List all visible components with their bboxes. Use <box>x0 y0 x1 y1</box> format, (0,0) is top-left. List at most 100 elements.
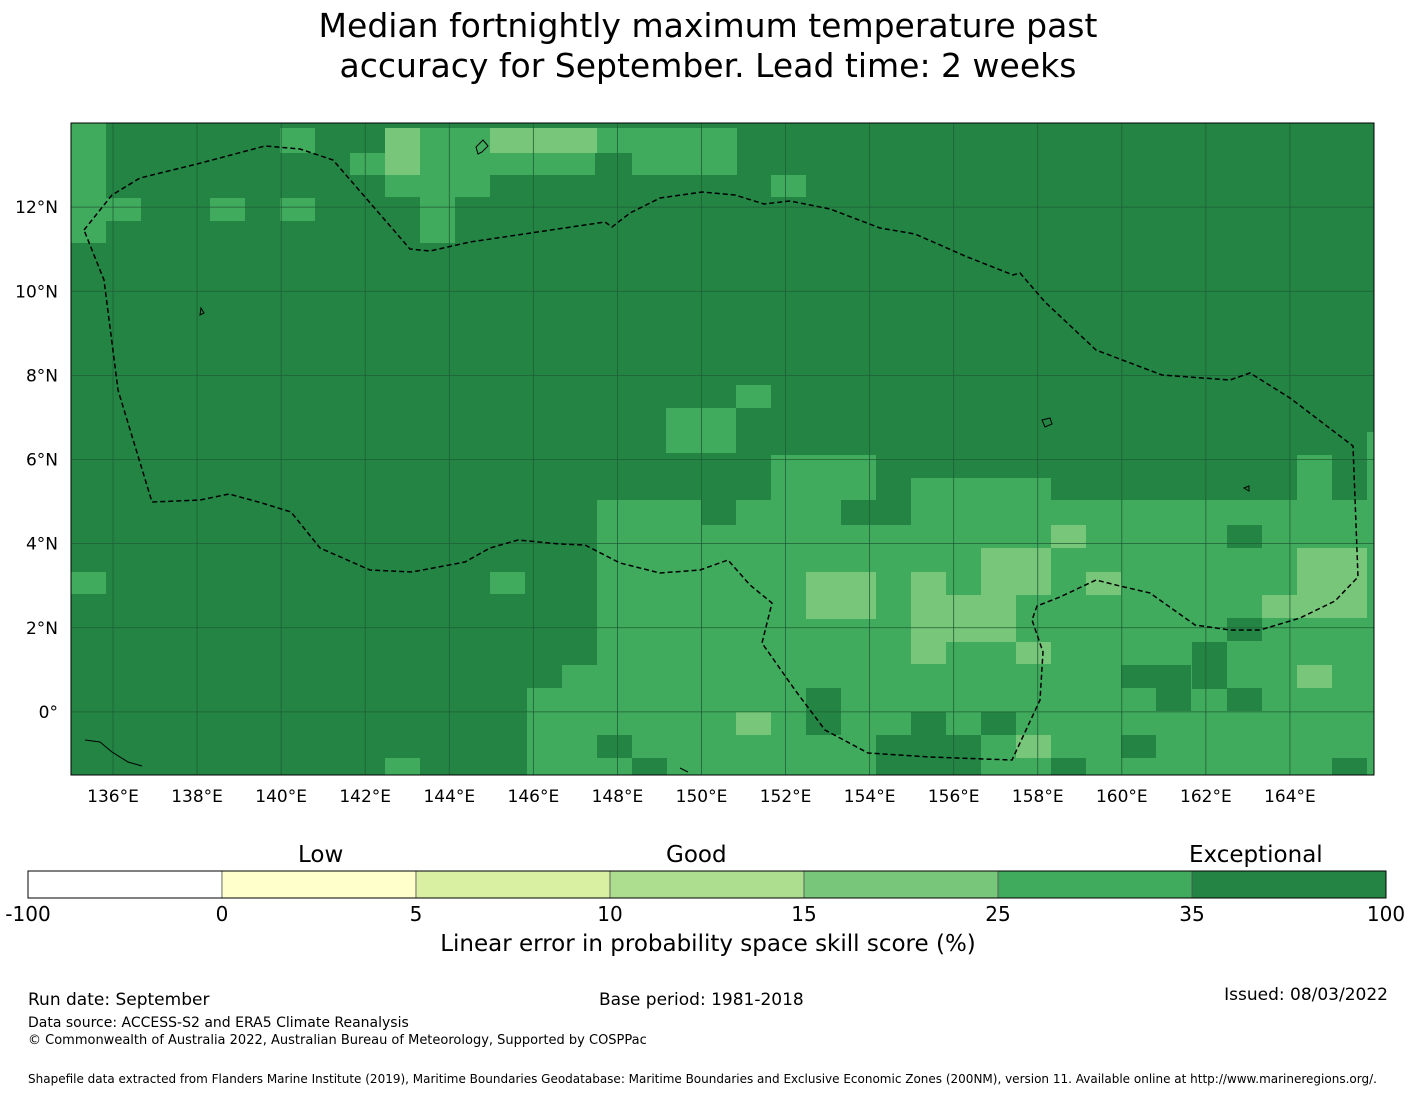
lon-tick-label: 154°E <box>844 787 896 807</box>
island-pohnpei <box>1041 417 1053 428</box>
colorbar-tick: 5 <box>409 902 423 926</box>
raster-cell <box>562 665 602 695</box>
raster-cell <box>1332 758 1367 775</box>
raster-cell <box>71 572 106 594</box>
raster-cell <box>841 500 911 525</box>
colorbar-label: Linear error in probability space skill … <box>440 931 976 957</box>
lon-tick-label: 150°E <box>676 787 728 807</box>
colorbar-tick: 100 <box>1366 902 1406 926</box>
island-new-guinea-coast <box>84 739 143 767</box>
raster-cell <box>1156 688 1191 711</box>
raster-cell <box>771 175 806 197</box>
lon-tick-label: 142°E <box>339 787 391 807</box>
raster-cell <box>1297 665 1332 688</box>
lon-axis: 136°E 138°E 140°E 142°E 144°E 146°E 148°E 150°E… <box>87 787 1316 807</box>
raster-cell <box>280 128 315 153</box>
colorbar-bin <box>803 870 999 899</box>
raster-cell <box>1051 500 1331 505</box>
colorbar-bin <box>997 870 1193 899</box>
lat-tick-label: 0° <box>39 703 58 723</box>
lon-tick-label: 160°E <box>1096 787 1148 807</box>
title-line-1: Median fortnightly maximum temperature p… <box>318 6 1098 45</box>
raster-cell <box>981 548 1051 595</box>
raster-cell <box>1121 735 1156 758</box>
lon-tick-label: 156°E <box>928 787 980 807</box>
eez-boundary-line <box>83 145 1359 761</box>
raster-cell <box>1086 572 1121 595</box>
colorbar-tick: 35 <box>1179 902 1205 926</box>
raster-cell <box>1297 548 1367 618</box>
raster-cell <box>527 688 597 775</box>
raster-cell <box>1121 665 1191 688</box>
raster-cell <box>701 153 736 175</box>
raster-cell <box>911 478 1051 503</box>
colorbar-bin <box>1191 870 1387 899</box>
raster-cell <box>736 385 771 408</box>
raster-cell <box>1227 688 1262 711</box>
lon-tick-label: 152°E <box>760 787 812 807</box>
shapefile-credit: Shapefile data extracted from Flanders M… <box>28 1072 1377 1086</box>
island-guam <box>475 139 489 155</box>
colorbar-bin <box>221 870 417 899</box>
lat-tick-label: 6°N <box>26 451 58 471</box>
title-line-2: accuracy for September. Lead time: 2 wee… <box>339 46 1077 85</box>
lon-tick-label: 146°E <box>508 787 560 807</box>
raster-cell <box>280 198 315 221</box>
raster-cell <box>911 712 946 735</box>
issued-date: Issued: 08/03/2022 <box>1224 985 1388 1005</box>
raster-cell <box>632 758 667 775</box>
raster-cell <box>981 712 1016 735</box>
colorbar-bin <box>609 870 805 899</box>
lat-tick-label: 4°N <box>26 535 58 555</box>
colorbar-category-good: Good <box>666 842 727 868</box>
island-palau <box>199 306 205 316</box>
raster-cell <box>71 123 106 243</box>
raster-cell <box>1262 595 1297 618</box>
raster-cell <box>1367 432 1374 500</box>
lon-tick-label: 136°E <box>87 787 139 807</box>
base-period: Base period: 1981-2018 <box>599 990 804 1010</box>
data-source: Data source: ACCESS-S2 and ERA5 Climate … <box>28 1015 409 1031</box>
lat-tick-label: 12°N <box>15 198 58 218</box>
run-date: Run date: September <box>28 990 210 1010</box>
raster-cell <box>420 128 455 243</box>
lat-tick-label: 2°N <box>26 619 58 639</box>
lon-tick-label: 144°E <box>423 787 475 807</box>
island-mussau <box>679 767 689 773</box>
raster-cell <box>911 572 946 664</box>
chart-title: Median fortnightly maximum temperature p… <box>0 6 1416 86</box>
raster-cell <box>1367 500 1374 775</box>
lat-tick-label: 10°N <box>15 282 58 302</box>
lon-tick-label: 138°E <box>171 787 223 807</box>
raster-cell <box>490 128 597 153</box>
graticule <box>71 123 1374 775</box>
lon-tick-label: 162°E <box>1180 787 1232 807</box>
raster-cell <box>1051 758 1086 775</box>
lat-tick-label: 8°N <box>26 366 58 386</box>
colorbar-tick: 10 <box>597 902 623 926</box>
colorbar-tick: -100 <box>5 902 51 926</box>
raster-cell <box>1297 455 1332 500</box>
raster-cell <box>490 572 525 594</box>
raster-cell <box>806 572 876 619</box>
lon-tick-label: 158°E <box>1012 787 1064 807</box>
raster-cell <box>597 735 632 758</box>
raster-cell <box>1227 618 1262 641</box>
colorbar-tick: 0 <box>215 902 229 926</box>
colorbar-category-exceptional: Exceptional <box>1189 842 1323 868</box>
colorbar-frame <box>27 870 1387 899</box>
raster-cell <box>1016 642 1051 664</box>
raster-cell <box>736 712 771 735</box>
raster-cell <box>666 408 736 453</box>
raster-cell <box>385 128 420 175</box>
colorbar-bin <box>27 870 223 899</box>
raster-cell <box>701 500 736 525</box>
eez-boundary <box>83 145 1359 761</box>
raster-cell <box>1192 642 1227 689</box>
lat-axis: 12°N 10°N 8°N 6°N 4°N 2°N 0° <box>15 198 58 723</box>
raster-cell <box>771 455 876 500</box>
colorbar-tick: 25 <box>985 902 1011 926</box>
colorbar <box>27 870 1387 899</box>
raster-cell <box>1227 525 1262 548</box>
